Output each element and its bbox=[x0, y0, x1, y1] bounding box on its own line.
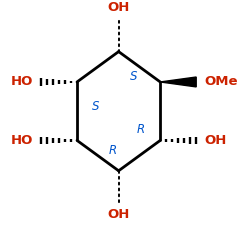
Text: R: R bbox=[137, 123, 145, 136]
Text: OMe: OMe bbox=[204, 75, 238, 89]
Text: HO: HO bbox=[11, 75, 33, 89]
Text: S: S bbox=[92, 100, 100, 113]
Text: OH: OH bbox=[107, 1, 130, 14]
Text: OH: OH bbox=[107, 208, 130, 221]
Text: OH: OH bbox=[204, 134, 226, 147]
Polygon shape bbox=[160, 77, 196, 87]
Text: HO: HO bbox=[11, 134, 33, 147]
Text: R: R bbox=[109, 144, 117, 157]
Text: S: S bbox=[130, 70, 137, 83]
